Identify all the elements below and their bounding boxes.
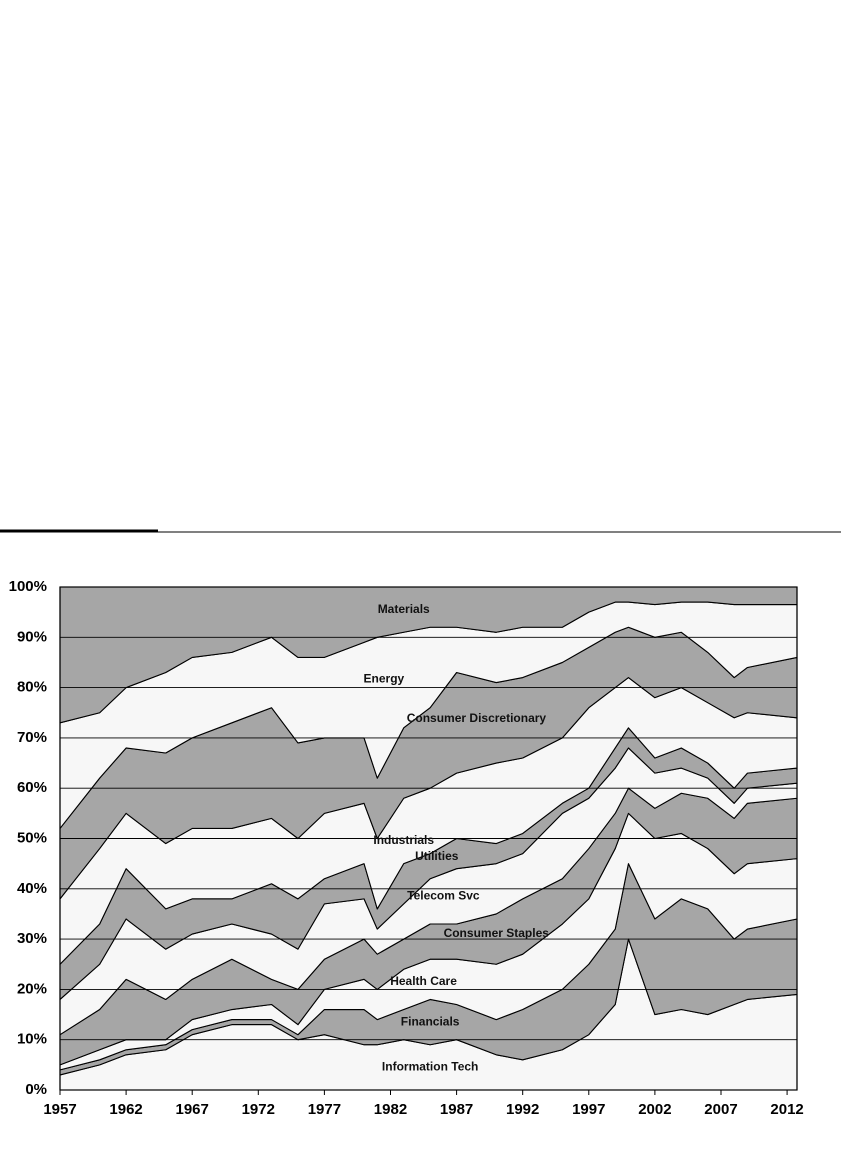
x-tick-label: 1972 (242, 1101, 275, 1118)
series-label: Consumer Staples (444, 926, 550, 940)
y-tick-label: 50% (17, 829, 47, 846)
y-tick-label: 100% (9, 578, 47, 595)
x-tick-label: 1987 (440, 1101, 473, 1118)
y-tick-label: 70% (17, 729, 47, 746)
x-tick-label: 1982 (374, 1101, 407, 1118)
y-tick-label: 20% (17, 980, 47, 997)
x-tick-label: 1997 (572, 1101, 605, 1118)
x-tick-label: 1992 (506, 1101, 539, 1118)
y-tick-label: 40% (17, 880, 47, 897)
x-tick-label: 2007 (704, 1101, 737, 1118)
series-label: Industrials (373, 833, 434, 847)
y-tick-label: 10% (17, 1031, 47, 1048)
y-tick-label: 0% (25, 1081, 47, 1098)
x-tick-label: 1962 (109, 1101, 142, 1118)
plot-frame (59, 586, 798, 1091)
x-tick-label: 2002 (638, 1101, 671, 1118)
x-tick-label: 2012 (770, 1101, 803, 1118)
series-labels: Information Tech Financials Health Care Con… (364, 602, 550, 1074)
series-label: Telecom Svc (407, 889, 480, 903)
ticks: 0% 10% 20% 30% 40% 50% 60% 70% 80% 90% 100% 1957 196… (9, 578, 804, 1118)
areas (59, 586, 798, 1091)
x-tick-label: 1957 (43, 1101, 76, 1118)
y-tick-label: 80% (17, 679, 47, 696)
series-label: Materials (378, 602, 430, 616)
y-tick-label: 60% (17, 779, 47, 796)
x-tick-label: 1977 (308, 1101, 341, 1118)
series-label: Health Care (390, 974, 457, 988)
y-tick-label: 90% (17, 628, 47, 645)
series-label: Energy (364, 672, 405, 686)
series-label: Utilities (415, 849, 459, 863)
y-tick-label: 30% (17, 930, 47, 947)
x-tick-label: 1967 (176, 1101, 209, 1118)
series-label: Consumer Discretionary (407, 711, 547, 725)
series-label: Information Tech (382, 1060, 478, 1074)
series-label: Financials (401, 1014, 460, 1028)
